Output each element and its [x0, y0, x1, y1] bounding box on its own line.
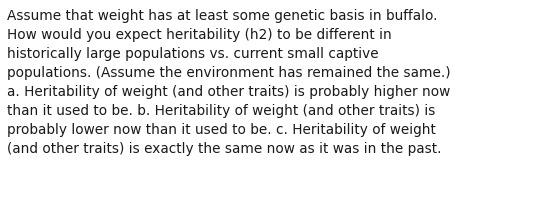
Text: Assume that weight has at least some genetic basis in buffalo.
How would you exp: Assume that weight has at least some gen…: [7, 9, 451, 156]
